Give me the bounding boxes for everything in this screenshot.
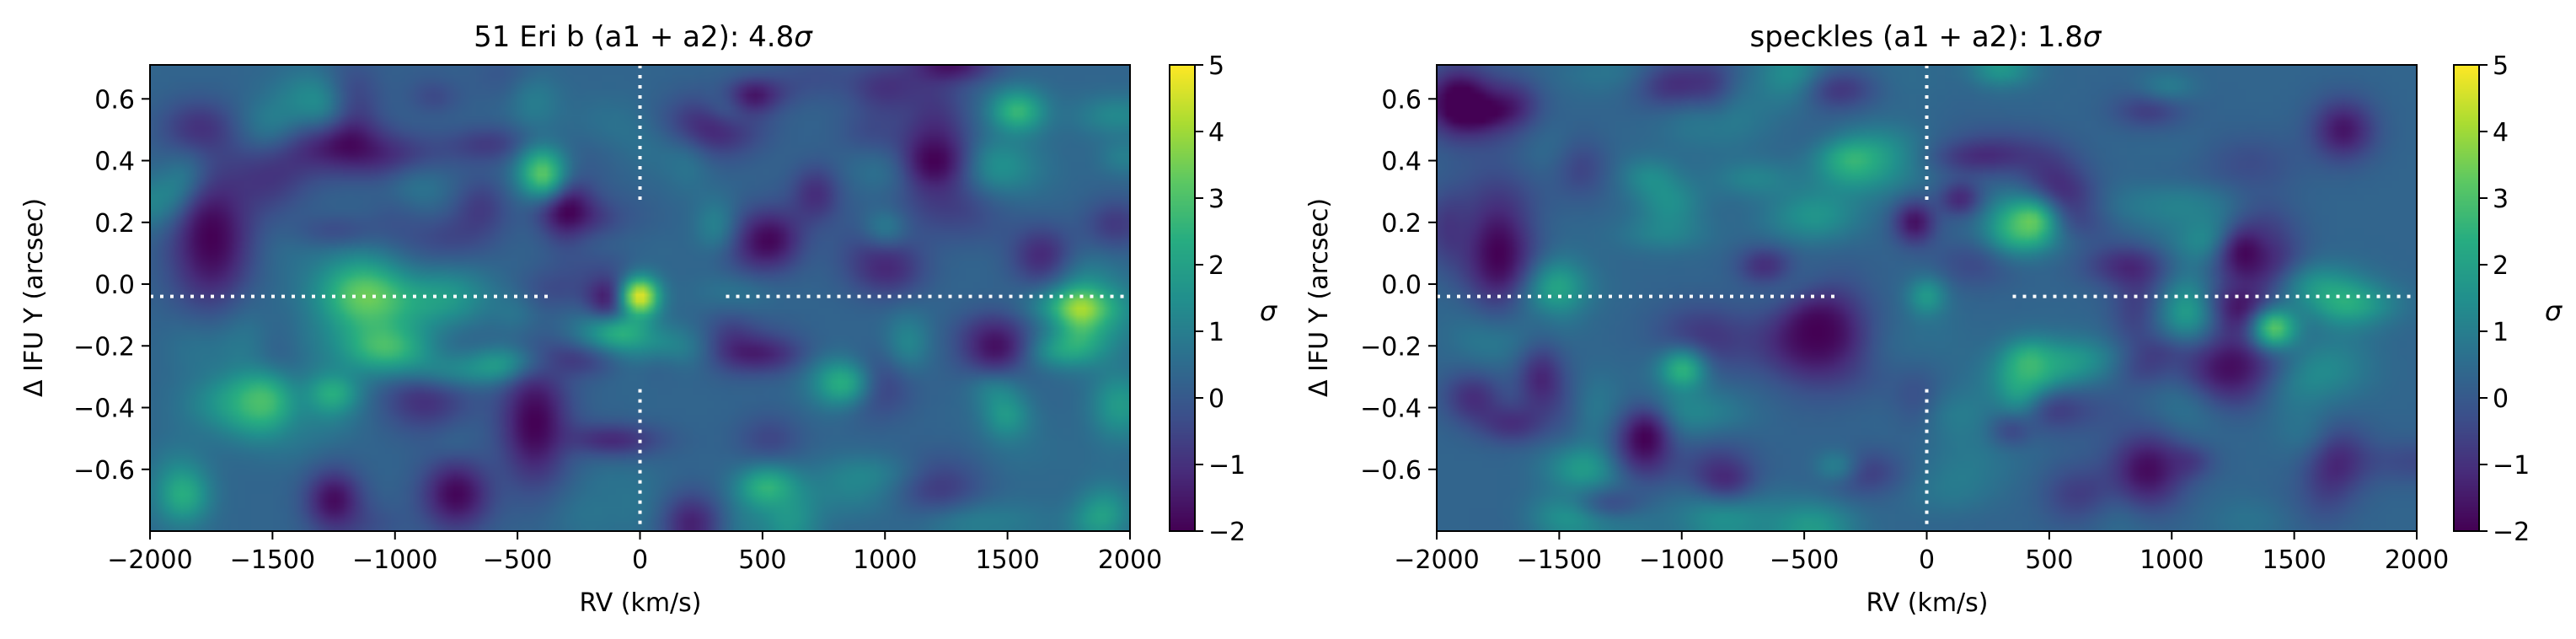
x-tick-label: 0	[1919, 545, 1935, 575]
x-tick-label: 1000	[2140, 545, 2204, 575]
colorbar-left: 5 4 3 2 1 0 −1 −2 σ	[1169, 51, 1278, 547]
colorbar-tick-label: −1	[2493, 451, 2530, 481]
y-ticks-right: 0.6 0.4 0.2 0.0 −0.2 −0.4 −0.6	[1360, 85, 1437, 486]
colorbar-tick-label: −2	[1208, 518, 1245, 547]
x-axis-label: RV (km/s)	[579, 588, 701, 618]
x-ticks-left: −2000 −1500 −1000 −500 0 500 1000 1500 2000	[107, 531, 1162, 575]
y-tick-label: 0.6	[1381, 85, 1422, 115]
colorbar-ticks-right: 5 4 3 2 1 0 −1 −2	[2479, 51, 2530, 547]
x-tick-label: 1500	[2262, 545, 2326, 575]
x-tick-label: 2000	[1098, 545, 1162, 575]
x-tick-label: −500	[1770, 545, 1839, 575]
y-tick-label: −0.6	[73, 456, 135, 486]
y-tick-label: 0.6	[94, 85, 135, 115]
y-tick-label: −0.6	[1360, 456, 1422, 486]
colorbar-label: σ	[1260, 295, 1278, 327]
y-axis-label: Δ IFU Y (arcsec)	[1304, 198, 1334, 397]
colorbar-tick-label: 3	[1208, 185, 1224, 214]
y-tick-label: 0.2	[94, 209, 135, 239]
colorbar-tick-label: 5	[2493, 51, 2509, 81]
y-tick-label: 0.4	[1381, 148, 1422, 177]
x-tick-label: 0	[632, 545, 648, 575]
colorbar-right: 5 4 3 2 1 0 −1 −2 σ	[2453, 51, 2563, 547]
y-tick-label: 0.2	[1381, 209, 1422, 239]
colorbar-tick-label: 3	[2493, 185, 2509, 214]
crosshair-right	[1437, 65, 2417, 531]
x-tick-label: 500	[738, 545, 786, 575]
colorbar-tick-label: −1	[1208, 451, 1245, 481]
y-tick-label: 0.0	[94, 271, 135, 300]
colorbar-tick-label: 4	[2493, 118, 2509, 148]
y-tick-label: 0.0	[1381, 271, 1422, 300]
panel-title: speckles (a1 + a2): 1.8σ	[1750, 20, 2102, 54]
colorbar-tick-label: 2	[2493, 251, 2509, 281]
colorbar-tick-label: −2	[2493, 518, 2530, 547]
x-tick-label: 1000	[853, 545, 917, 575]
x-tick-label: −2000	[107, 545, 192, 575]
crosshair-left	[150, 65, 1130, 531]
panel-right: speckles (a1 + a2): 1.8σ −2000 −1500 −1000…	[1304, 20, 2563, 618]
x-tick-label: −1500	[1517, 545, 1602, 575]
colorbar-frame	[2453, 64, 2480, 532]
colorbar-image-right	[2454, 65, 2479, 531]
y-ticks-left: 0.6 0.4 0.2 0.0 −0.2 −0.4 −0.6	[73, 85, 150, 486]
colorbar-tick-label: 2	[1208, 251, 1224, 281]
x-tick-label: −1500	[230, 545, 315, 575]
y-tick-label: −0.2	[1360, 332, 1422, 362]
colorbar-tick-label: 4	[1208, 118, 1224, 148]
panel-title: 51 Eri b (a1 + a2): 4.8σ	[474, 20, 813, 54]
colorbar-tick-label: 1	[2493, 318, 2509, 347]
colorbar-tick-label: 5	[1208, 51, 1224, 81]
colorbar-frame	[1169, 64, 1196, 532]
x-tick-label: −2000	[1394, 545, 1479, 575]
x-axis-label: RV (km/s)	[1866, 588, 1988, 618]
y-tick-label: −0.4	[1360, 395, 1422, 424]
colorbar-tick-label: 0	[1208, 384, 1224, 414]
x-tick-label: 1500	[975, 545, 1039, 575]
colorbar-tick-label: 1	[1208, 318, 1224, 347]
colorbar-tick-label: 0	[2493, 384, 2509, 414]
x-tick-label: 2000	[2385, 545, 2449, 575]
colorbar-ticks-left: 5 4 3 2 1 0 −1 −2	[1195, 51, 1245, 547]
x-tick-label: −1000	[352, 545, 437, 575]
panel-left: 51 Eri b (a1 + a2): 4.8σ −2000 −1500 −1000…	[19, 20, 1278, 618]
y-tick-label: −0.2	[73, 332, 135, 362]
x-ticks-right: −2000 −1500 −1000 −500 0 500 1000 1500 2000	[1394, 531, 2449, 575]
x-tick-label: −1000	[1639, 545, 1724, 575]
y-axis-label: Δ IFU Y (arcsec)	[19, 198, 49, 397]
x-tick-label: −500	[483, 545, 552, 575]
colorbar-label: σ	[2545, 295, 2563, 327]
y-tick-label: 0.4	[94, 148, 135, 177]
y-tick-label: −0.4	[73, 395, 135, 424]
colorbar-image-left	[1170, 65, 1195, 531]
x-tick-label: 500	[2025, 545, 2073, 575]
